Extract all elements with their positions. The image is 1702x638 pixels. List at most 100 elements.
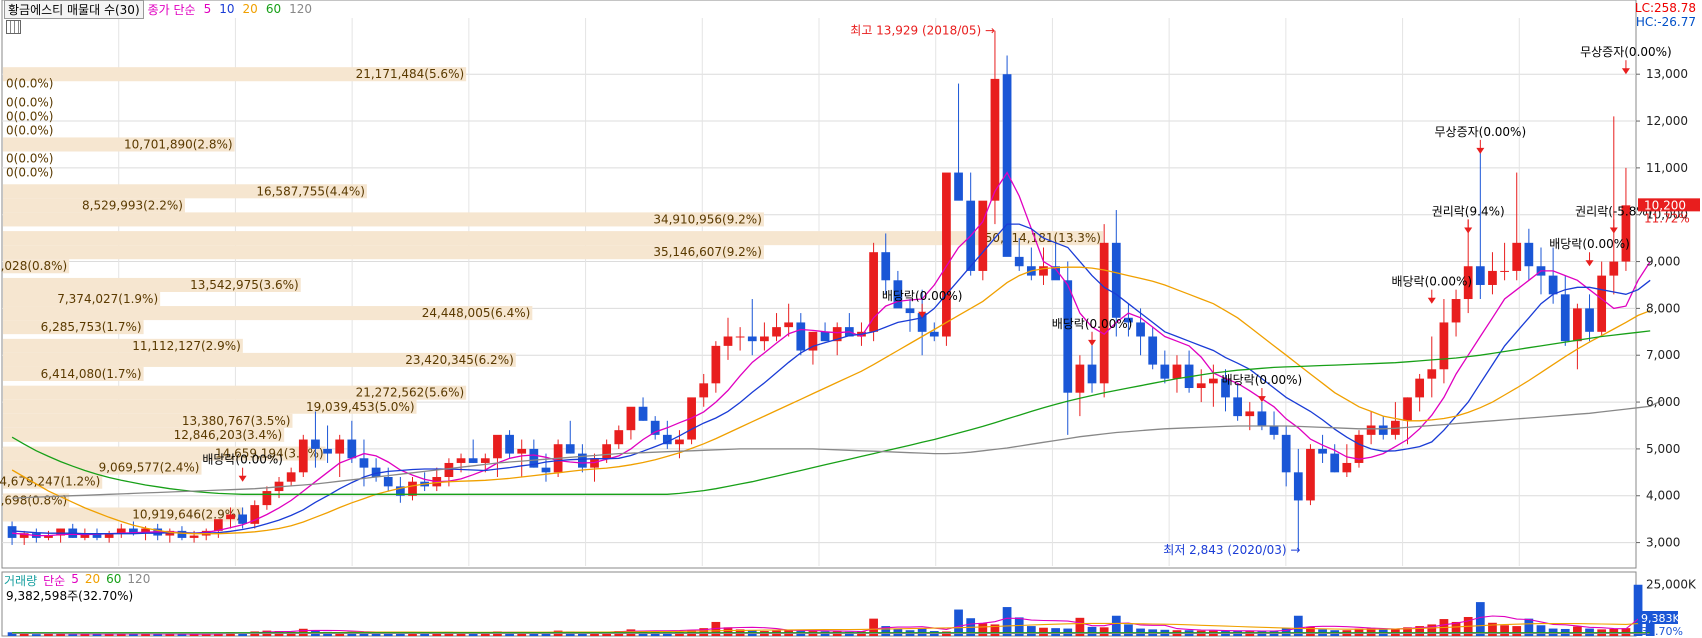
candle-up [480, 458, 490, 463]
volume-bar [1124, 624, 1133, 636]
event-arrow [1609, 227, 1618, 234]
current-price-change: 11.72% [1644, 211, 1690, 225]
volume-bar [165, 634, 175, 636]
volume-profile-label: 34,910,956(9.2%) [653, 212, 762, 226]
candle-up [1451, 299, 1461, 323]
candle-up [1439, 322, 1449, 370]
candle-down [1014, 256, 1024, 267]
volume-bar [1403, 627, 1412, 636]
candle-up [1488, 270, 1497, 285]
candle-up [250, 505, 260, 524]
volume-bar [480, 632, 490, 636]
volume-current-change: 32.70% [1641, 625, 1683, 638]
y-tick-label: 11,000 [1646, 161, 1688, 175]
volume-bar [699, 628, 709, 636]
volume-ma-title: 단순 [43, 574, 66, 588]
volume-bar [456, 632, 466, 636]
candle-down [238, 514, 247, 524]
volume-profile-label: 10,919,646(2.9%) [132, 507, 241, 521]
candle-up [80, 533, 90, 538]
candle-down [359, 458, 369, 468]
volume-bar [1014, 617, 1024, 636]
event-label: 배당락(0.00%) [1391, 275, 1472, 289]
candle-down [1087, 364, 1097, 384]
volume-bar [1002, 607, 1012, 636]
candle-down [1002, 74, 1012, 257]
volume-profile-label: 0(0.0%) [6, 152, 53, 166]
volume-bar [420, 633, 430, 636]
volume-bar [189, 634, 199, 636]
volume-bar [1536, 625, 1546, 636]
volume-profile-label: 24,448,005(6.4%) [422, 306, 531, 320]
ma-line-10 [12, 223, 1651, 535]
candle-up [772, 327, 781, 337]
volume-profile-bar [3, 320, 144, 335]
ma-120-label: 120 [289, 2, 312, 16]
candle-down [1136, 322, 1145, 337]
volume-profile-label: 13,542,975(3.6%) [190, 278, 299, 292]
volume-bar [141, 633, 150, 636]
event-arrow [1476, 147, 1485, 154]
candle-up [226, 514, 235, 520]
volume-bar [505, 632, 514, 636]
volume-profile-label: 0(0.0%) [6, 166, 53, 180]
hc-label: HC:-26.77 [1635, 15, 1696, 29]
volume-bar [578, 632, 587, 636]
candle-up [723, 336, 733, 346]
ma-title: 종가 단순 [147, 2, 196, 17]
volume-bar [869, 618, 878, 636]
candle-down [1160, 364, 1170, 379]
volume-ma-5-label: 5 [71, 572, 79, 586]
candle-down [1111, 242, 1121, 318]
event-arrow [918, 311, 927, 318]
event-label: 배당락(0.00%) [1222, 373, 1303, 387]
volume-bar [1306, 626, 1315, 636]
volume-bar [1475, 602, 1485, 636]
volume-profile-label: 35,146,607(9.2%) [653, 245, 762, 259]
volume-profile-label: 21,171,484(5.6%) [356, 67, 465, 81]
volume-ma-60-label: 60 [106, 572, 122, 586]
event-label: 권리락(-5.8%) [1575, 204, 1652, 218]
candle-down [323, 448, 332, 454]
candle-up [1039, 266, 1048, 276]
candle-up [262, 491, 272, 506]
candle-up [1403, 397, 1412, 421]
candle-up [832, 327, 842, 342]
candle-up [1463, 266, 1473, 300]
candle-down [650, 420, 660, 435]
volume-title: 거래량 [4, 574, 38, 588]
candle-down [92, 533, 102, 538]
volume-profile-bar [3, 198, 185, 213]
chart-title[interactable]: 황금에스티 매물대 수(30) [4, 0, 144, 19]
candle-up [602, 444, 612, 459]
candle-down [1524, 242, 1534, 267]
volume-bar [31, 634, 41, 636]
candle-up [869, 252, 878, 332]
volume-bar [7, 632, 17, 636]
volume-profile-label: 23,420,345(6.2%) [405, 353, 514, 367]
candle-up [19, 533, 29, 538]
candle-down [1585, 308, 1594, 332]
candle-up [286, 472, 296, 482]
event-label: 배당락(0.00%) [202, 453, 283, 467]
volume-bar [1099, 627, 1109, 636]
candle-down [796, 322, 806, 351]
table-icon[interactable] [6, 20, 21, 34]
volume-bar [177, 634, 187, 636]
ma-line-5 [12, 171, 1651, 537]
candle-down [1148, 336, 1158, 365]
candle-up [614, 430, 624, 445]
candle-down [529, 448, 539, 468]
candle-up [784, 322, 794, 328]
current-price-label: 10,200 [1644, 198, 1686, 212]
volume-profile-bar [3, 245, 764, 260]
candle-up [626, 406, 636, 431]
volume-profile-bar [3, 474, 103, 489]
volume-bar [517, 632, 527, 636]
candle-down [129, 528, 138, 534]
candle-up [1366, 425, 1376, 435]
event-arrow [1427, 297, 1436, 304]
volume-bar [954, 609, 963, 636]
volume-bar [1427, 624, 1437, 636]
